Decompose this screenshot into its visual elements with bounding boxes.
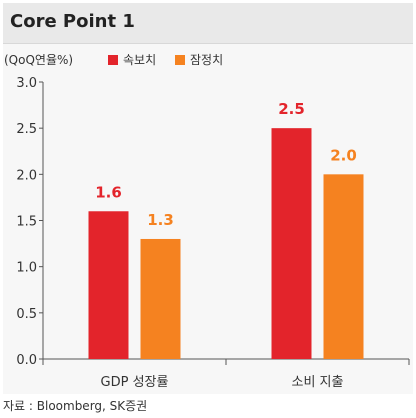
y-tick-label: 1.5 bbox=[16, 215, 37, 230]
legend-label-second: 잠정치 bbox=[190, 53, 224, 67]
bar-prelim bbox=[271, 128, 312, 359]
data-label: 1.3 bbox=[147, 211, 174, 229]
bar-second bbox=[140, 238, 181, 359]
bar-prelim bbox=[88, 211, 129, 359]
legend-label-prelim: 속보치 bbox=[123, 53, 157, 67]
title-bar: Core Point 1 bbox=[3, 3, 413, 44]
y-tick-label: 2.0 bbox=[16, 168, 37, 183]
y-tick-label: 3.0 bbox=[16, 76, 37, 91]
source-note: 자료 : Bloomberg, SK증권 bbox=[3, 399, 148, 413]
chart-title: Core Point 1 bbox=[10, 11, 135, 32]
legend-swatch-prelim bbox=[108, 55, 118, 65]
legend-item-prelim: 속보치 bbox=[108, 51, 156, 68]
y-tick-label: 2.5 bbox=[16, 122, 37, 137]
bar-second bbox=[323, 174, 364, 359]
legend-item-second: 잠정치 bbox=[175, 51, 223, 68]
y-tick-label: 0.0 bbox=[16, 353, 37, 368]
y-tick-label: 1.0 bbox=[16, 261, 37, 276]
data-label: 1.6 bbox=[95, 183, 122, 201]
unit-label: (QoQ연율%) bbox=[4, 53, 74, 67]
y-tick-label: 0.5 bbox=[16, 307, 37, 322]
x-category-label: GDP 성장률 bbox=[101, 375, 169, 390]
data-label: 2.5 bbox=[278, 100, 305, 118]
data-label: 2.0 bbox=[330, 146, 357, 164]
legend-swatch-second bbox=[175, 55, 185, 65]
x-category-label: 소비 지출 bbox=[292, 375, 344, 390]
